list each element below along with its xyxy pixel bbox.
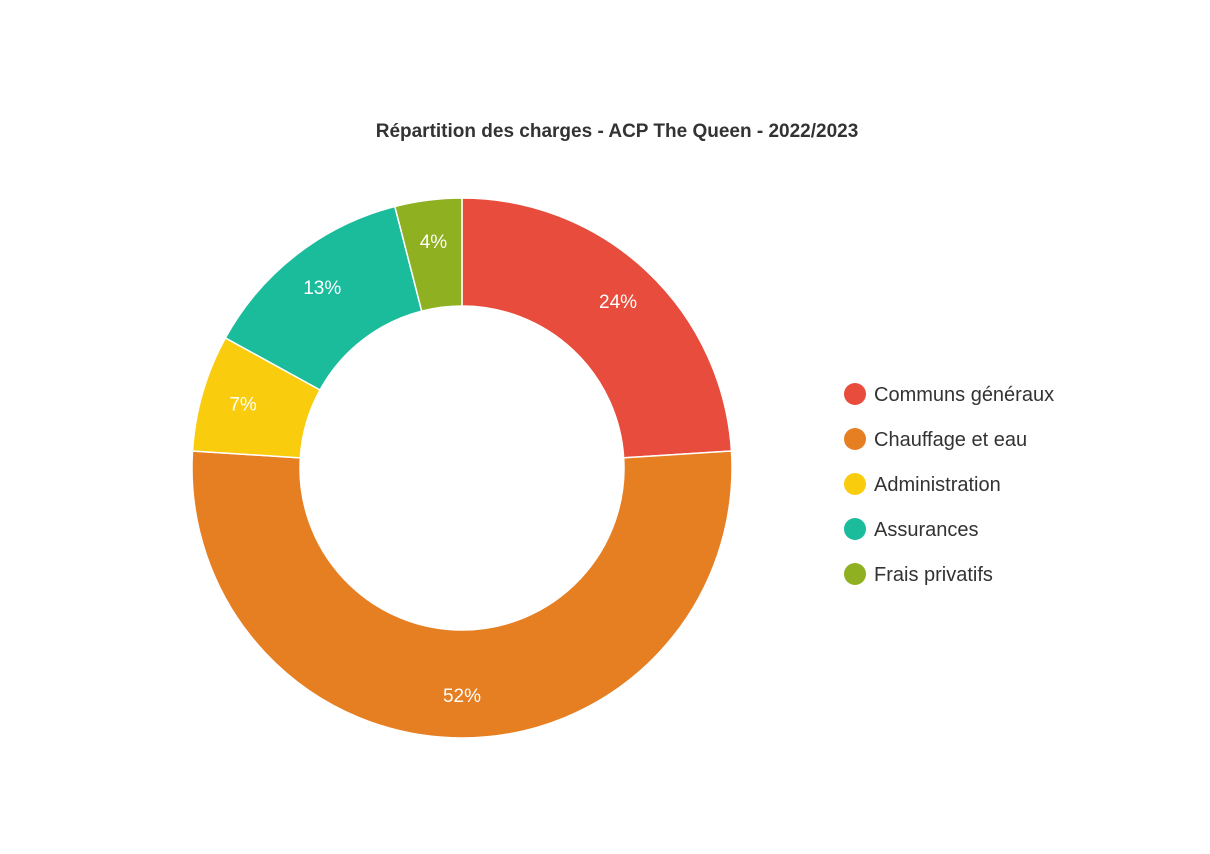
legend-label: Frais privatifs <box>874 564 993 586</box>
slices-group <box>191 197 733 739</box>
slice-value-label: 24% <box>599 292 637 313</box>
legend-label: Chauffage et eau <box>874 429 1027 451</box>
legend-marker <box>844 383 866 405</box>
legend-label: Assurances <box>874 519 979 541</box>
legend-label: Administration <box>874 474 1001 496</box>
chart-title: Répartition des charges - ACP The Queen … <box>376 121 859 142</box>
slice-value-label: 52% <box>443 686 481 707</box>
slice-value-label: 4% <box>420 232 448 253</box>
slice-frais-privatifs[interactable] <box>393 197 463 313</box>
legend-item[interactable]: Administration <box>844 473 1001 496</box>
slice-value-label: 7% <box>229 394 257 415</box>
legend: Communs généraux Chauffage et eau Administ… <box>844 383 1054 586</box>
slice-communs-generaux[interactable] <box>461 197 733 459</box>
slice-chauffage-et-eau[interactable] <box>191 450 733 739</box>
legend-item[interactable]: Communs généraux <box>844 383 1054 406</box>
legend-item[interactable]: Chauffage et eau <box>844 428 1027 451</box>
legend-marker <box>844 518 866 540</box>
legend-item[interactable]: Assurances <box>844 518 979 541</box>
legend-item[interactable]: Frais privatifs <box>844 563 993 586</box>
legend-marker <box>844 563 866 585</box>
slice-value-label: 13% <box>303 278 341 299</box>
legend-marker <box>844 428 866 450</box>
legend-label: Communs généraux <box>874 384 1054 406</box>
slice-labels-group: 24% 52% 7% 13% 4% <box>229 232 637 707</box>
legend-marker <box>844 473 866 495</box>
